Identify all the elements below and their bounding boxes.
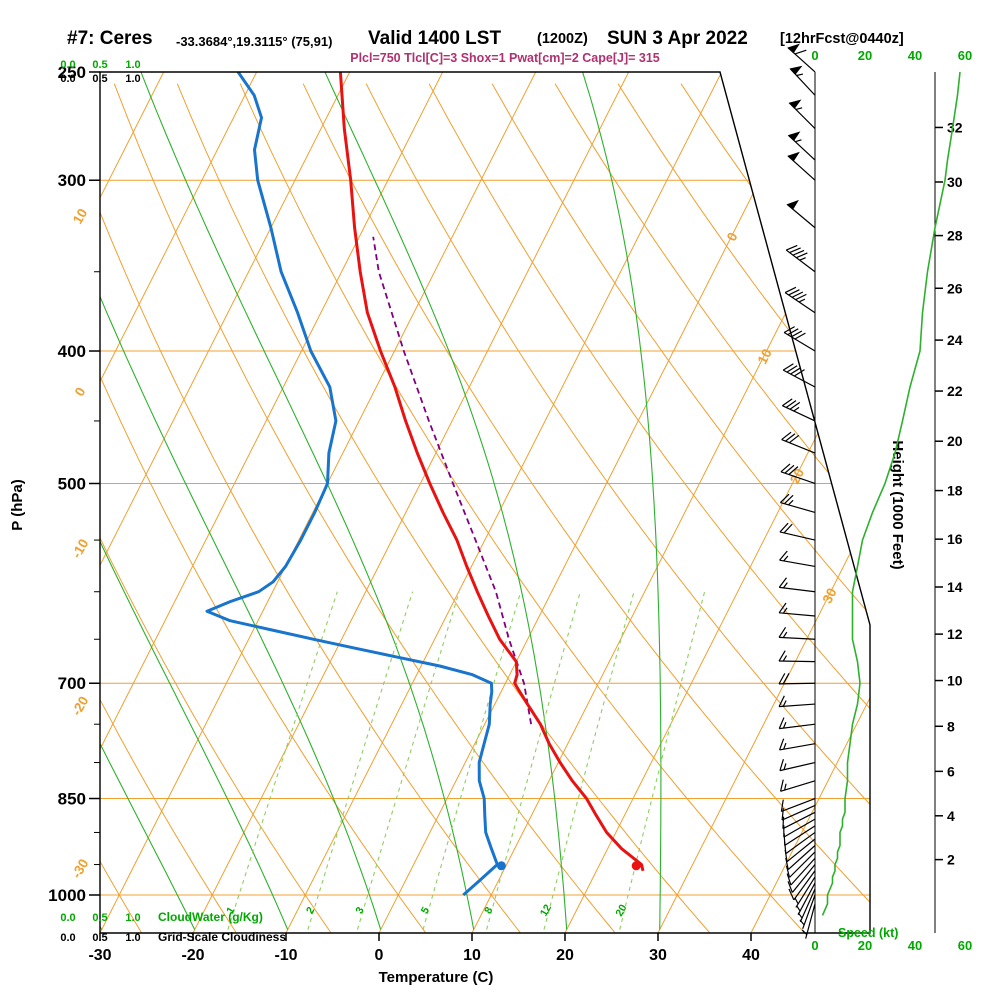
svg-text:40: 40 (908, 938, 922, 953)
valid-time: Valid 1400 LST (368, 28, 502, 49)
svg-text:20: 20 (947, 433, 963, 449)
speed-curve (821, 71, 961, 916)
svg-text:300: 300 (58, 171, 86, 190)
svg-text:0: 0 (375, 947, 384, 964)
svg-text:30: 30 (947, 174, 963, 190)
svg-text:4: 4 (947, 808, 955, 824)
svg-text:1: 1 (224, 905, 237, 916)
svg-text:0: 0 (811, 48, 818, 63)
temperature-curve (338, 72, 645, 872)
cloudiness-label: Grid-Scale Cloudiness (158, 930, 286, 944)
svg-text:0.5: 0.5 (92, 59, 107, 71)
stability-indices: Plcl=750 Tlcl[C]=3 Shox=1 Pwat[cm]=2 Cap… (350, 51, 660, 65)
svg-text:-30: -30 (69, 856, 92, 880)
svg-text:32: 32 (947, 119, 963, 135)
svg-text:0.5: 0.5 (92, 73, 107, 85)
svg-text:40: 40 (742, 947, 760, 964)
svg-text:16: 16 (947, 531, 963, 547)
svg-text:0: 0 (811, 938, 818, 953)
svg-text:1.0: 1.0 (125, 912, 140, 924)
svg-text:0.0: 0.0 (60, 932, 75, 944)
svg-text:-20: -20 (181, 947, 204, 964)
svg-text:-10: -10 (274, 947, 297, 964)
svg-text:0.5: 0.5 (92, 932, 107, 944)
pressure-axis-title: P (hPa) (9, 479, 26, 530)
svg-text:12: 12 (947, 626, 963, 642)
dewpoint-curve (205, 72, 499, 897)
svg-text:10: 10 (947, 673, 963, 689)
svg-text:0.0: 0.0 (60, 59, 75, 71)
svg-text:10: 10 (463, 947, 481, 964)
svg-text:0: 0 (72, 385, 89, 399)
sounding-profiles (205, 72, 645, 897)
station-title: #7: Ceres (67, 28, 153, 49)
svg-text:14: 14 (947, 579, 963, 595)
svg-text:40: 40 (908, 48, 922, 63)
svg-text:10: 10 (70, 206, 91, 227)
svg-text:1.0: 1.0 (125, 73, 140, 85)
svg-text:30: 30 (820, 586, 840, 606)
svg-text:12: 12 (538, 902, 554, 918)
svg-text:1.0: 1.0 (125, 59, 140, 71)
svg-text:60: 60 (958, 938, 972, 953)
svg-text:2: 2 (947, 852, 955, 868)
svg-text:5: 5 (419, 905, 432, 916)
valid-zulu: (1200Z) (537, 31, 588, 47)
height-axis-title: Height (1000 Feet) (889, 440, 906, 569)
svg-text:20: 20 (556, 947, 574, 964)
svg-text:0.0: 0.0 (60, 912, 75, 924)
svg-text:-20: -20 (69, 694, 92, 718)
svg-text:500: 500 (58, 474, 86, 493)
svg-text:250: 250 (58, 63, 86, 82)
surface-dewpoint-dot (496, 861, 506, 871)
svg-text:26: 26 (947, 280, 963, 296)
svg-text:1000: 1000 (48, 886, 86, 905)
station-coords: -33.3684°,19.3115° (75,91) (176, 34, 333, 49)
speed-axis-title: Speed (kt) (838, 926, 898, 940)
svg-text:8: 8 (482, 905, 495, 916)
svg-text:0.5: 0.5 (92, 912, 107, 924)
plot-border (99, 71, 871, 934)
svg-text:10: 10 (755, 346, 775, 366)
svg-text:22: 22 (947, 383, 963, 399)
temperature-axis-title: Temperature (C) (379, 969, 494, 986)
svg-text:30: 30 (649, 947, 667, 964)
cloudwater-label: CloudWater (g/Kg) (158, 910, 263, 924)
svg-text:400: 400 (58, 342, 86, 361)
wind-barbs (778, 43, 816, 939)
svg-text:0.0: 0.0 (60, 73, 75, 85)
svg-text:18: 18 (947, 483, 963, 499)
svg-text:28: 28 (947, 228, 963, 244)
svg-text:20: 20 (858, 48, 872, 63)
svg-text:850: 850 (58, 790, 86, 809)
surface-temperature-dot (631, 861, 641, 871)
svg-text:1.0: 1.0 (125, 932, 140, 944)
svg-text:2: 2 (304, 905, 317, 916)
svg-text:0: 0 (724, 230, 741, 244)
svg-text:700: 700 (58, 674, 86, 693)
svg-text:60: 60 (958, 48, 972, 63)
svg-text:20: 20 (858, 938, 872, 953)
svg-text:20: 20 (613, 902, 629, 918)
svg-text:8: 8 (947, 718, 955, 734)
svg-text:-30: -30 (88, 947, 111, 964)
svg-text:6: 6 (947, 763, 955, 779)
orange-grid (100, 72, 870, 933)
forecast-tag: [12hrFcst@0440z] (780, 31, 904, 47)
svg-text:3: 3 (353, 905, 366, 916)
svg-text:-10: -10 (69, 536, 92, 560)
green-grid (100, 72, 706, 930)
svg-text:24: 24 (947, 332, 963, 348)
valid-date: SUN 3 Apr 2022 (607, 28, 748, 49)
